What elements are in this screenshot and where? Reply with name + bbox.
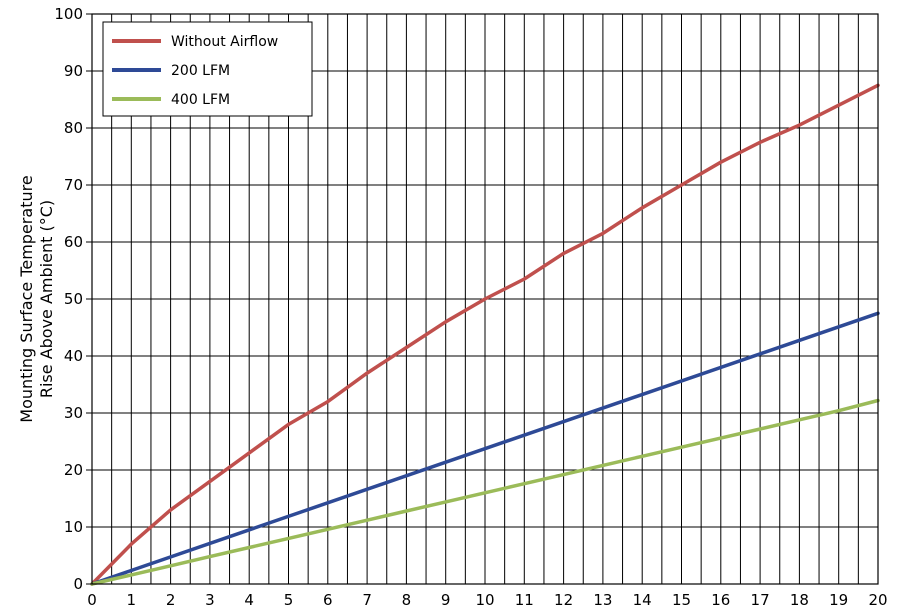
legend-label-200-lfm: 200 LFM	[171, 63, 230, 79]
x-tick-label: 17	[751, 591, 770, 607]
y-tick-label: 40	[64, 347, 83, 365]
x-tick-label: 15	[672, 591, 691, 607]
x-tick-label: 7	[362, 591, 372, 607]
x-tick-label: 19	[829, 591, 848, 607]
series-layer	[90, 83, 880, 586]
y-tick-labels: 0 10 20 30 40 50 60 70 80 90 100	[54, 5, 92, 593]
series-line-400-lfm	[90, 398, 880, 586]
x-tick-label: 4	[244, 591, 254, 607]
legend-label-without-airflow: Without Airflow	[171, 34, 278, 50]
x-tick-label: 10	[475, 591, 494, 607]
y-tick-label: 60	[64, 233, 83, 251]
y-axis-title-line-2: Rise Above Ambient (°C)	[37, 200, 56, 398]
x-tick-label: 2	[166, 591, 176, 607]
y-tick-label: 80	[64, 119, 83, 137]
x-tick-label: 8	[402, 591, 412, 607]
x-tick-label: 9	[441, 591, 451, 607]
y-tick-label: 100	[54, 5, 83, 23]
y-axis-title-line-1: Mounting Surface Temperature	[17, 175, 36, 422]
x-tick-label: 1	[127, 591, 137, 607]
legend: Without Airflow 200 LFM 400 LFM	[102, 21, 313, 117]
x-tick-label: 20	[868, 591, 887, 607]
x-tick-label: 3	[205, 591, 215, 607]
series-line-without-airflow	[90, 83, 880, 586]
x-tick-label: 18	[790, 591, 809, 607]
y-tick-label: 10	[64, 518, 83, 536]
x-tick-label: 0	[87, 591, 97, 607]
y-tick-label: 50	[64, 290, 83, 308]
x-tick-labels: 0 1 2 3 4 5 6 7 8 9 10 11 12 13 14 15 16 17 18 19 20	[87, 591, 887, 607]
x-tick-label: 5	[284, 591, 294, 607]
series-line-200-lfm	[90, 311, 880, 586]
x-tick-label: 12	[554, 591, 573, 607]
y-tick-label: 0	[73, 575, 83, 593]
y-tick-label: 70	[64, 176, 83, 194]
y-tick-label: 20	[64, 461, 83, 479]
x-tick-label: 13	[593, 591, 612, 607]
x-tick-label: 11	[515, 591, 534, 607]
legend-label-400-lfm: 400 LFM	[171, 92, 230, 108]
y-tick-label: 90	[64, 62, 83, 80]
x-tick-label: 6	[323, 591, 333, 607]
x-tick-label: 16	[711, 591, 730, 607]
x-tick-label: 14	[633, 591, 652, 607]
y-tick-label: 30	[64, 404, 83, 422]
